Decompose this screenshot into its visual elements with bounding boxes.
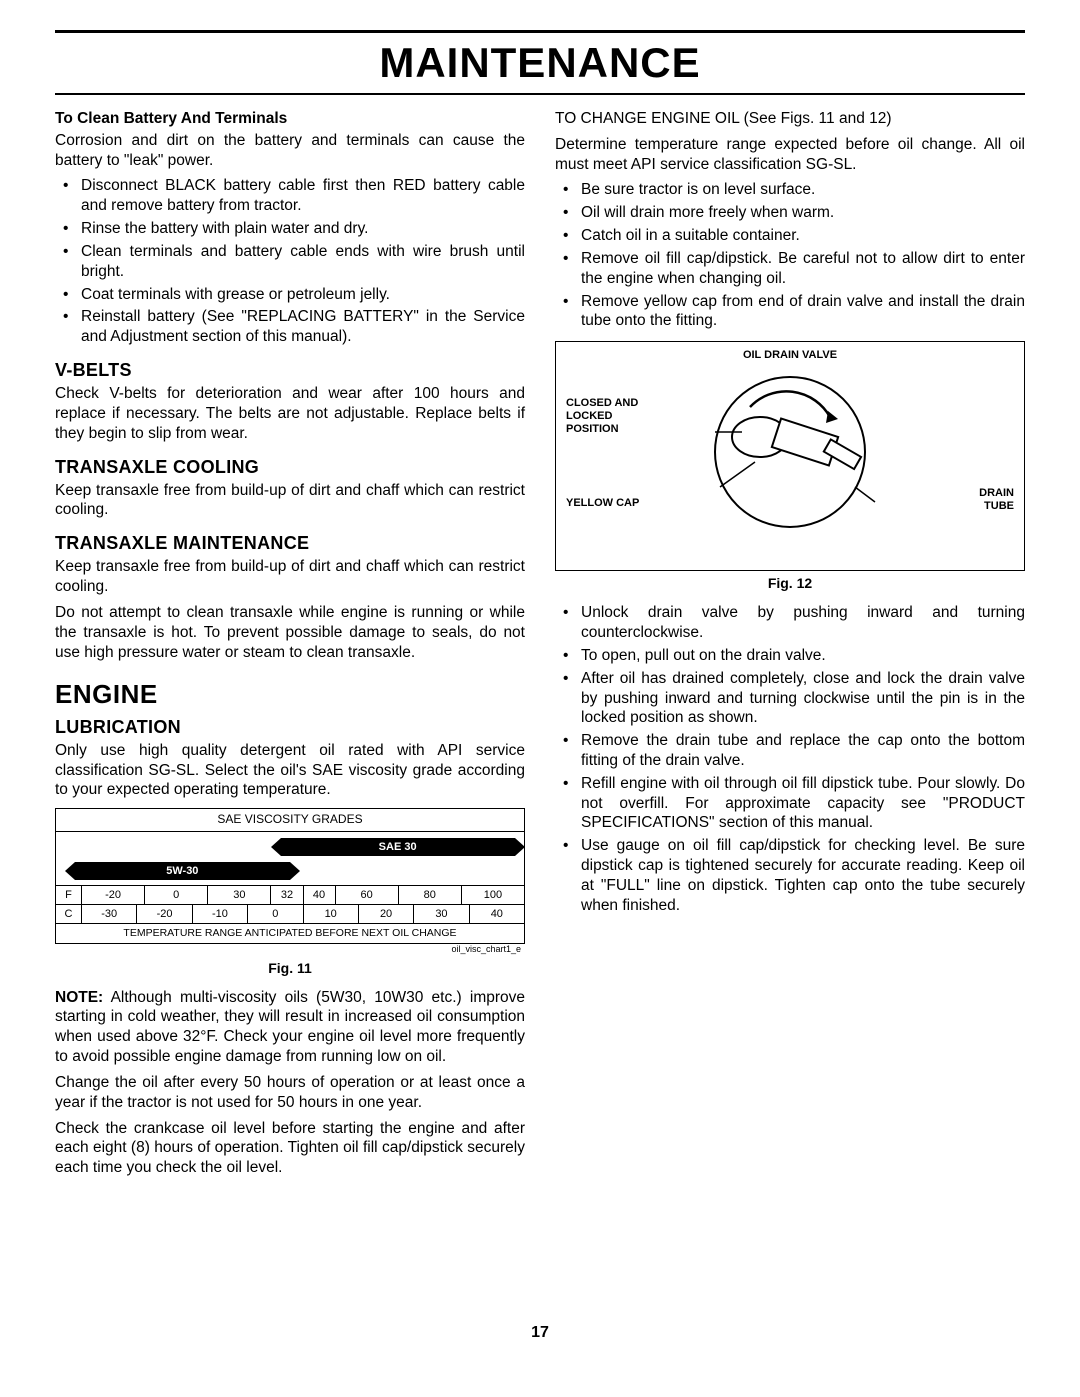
tick: 30 xyxy=(208,886,271,904)
lubrication-text: Only use high quality detergent oil rate… xyxy=(55,741,525,800)
cooling-text: Keep transaxle free from build-up of dir… xyxy=(55,481,525,521)
change-oil-intro: Determine temperature range expected bef… xyxy=(555,135,1025,175)
label-closed: CLOSED AND LOCKED POSITION xyxy=(566,397,651,435)
change-text: Change the oil after every 50 hours of o… xyxy=(55,1073,525,1113)
list-item: After oil has drained completely, close … xyxy=(555,669,1025,728)
drain-valve-icon xyxy=(680,367,900,537)
chart-band: SAE 30 5W-30 xyxy=(56,832,524,886)
list-item: Remove oil fill cap/dipstick. Be careful… xyxy=(555,249,1025,289)
tick: 30 xyxy=(414,905,469,923)
tick: 100 xyxy=(462,886,524,904)
maint-text-1: Keep transaxle free from build-up of dir… xyxy=(55,557,525,597)
tick: -20 xyxy=(137,905,192,923)
viscosity-chart: SAE VISCOSITY GRADES SAE 30 5W-30 F -20 … xyxy=(55,808,525,944)
chart-credit: oil_visc_chart1_e xyxy=(55,944,525,956)
tick: 40 xyxy=(304,886,336,904)
tick: 80 xyxy=(399,886,462,904)
cooling-heading: TRANSAXLE COOLING xyxy=(55,456,525,479)
list-item: Clean terminals and battery cable ends w… xyxy=(55,242,525,282)
unit-c: C xyxy=(56,905,82,923)
top-rule xyxy=(55,30,1025,33)
check-text: Check the crankcase oil level before sta… xyxy=(55,1119,525,1178)
chart-footer: TEMPERATURE RANGE ANTICIPATED BEFORE NEX… xyxy=(56,924,524,943)
tick: 60 xyxy=(336,886,399,904)
list-item: Catch oil in a suitable container. xyxy=(555,226,1025,246)
maint-text-2: Do not attempt to clean transaxle while … xyxy=(55,603,525,662)
fig12-title: OIL DRAIN VALVE xyxy=(556,342,1024,362)
list-item: Rinse the battery with plain water and d… xyxy=(55,219,525,239)
5w30-bar: 5W-30 xyxy=(75,862,290,880)
note-text: NOTE: Although multi-viscosity oils (5W3… xyxy=(55,988,525,1067)
under-rule xyxy=(55,93,1025,95)
maint-heading: TRANSAXLE MAINTENANCE xyxy=(55,532,525,555)
list-item: Remove yellow cap from end of drain valv… xyxy=(555,292,1025,332)
tick: 0 xyxy=(145,886,208,904)
list-item: Use gauge on oil fill cap/dipstick for c… xyxy=(555,836,1025,915)
oil-list-1: Be sure tractor is on level surface. Oil… xyxy=(555,180,1025,331)
fig12-box: OIL DRAIN VALVE CLOSED AND LOCKED POSITI… xyxy=(555,341,1025,571)
list-item: Remove the drain tube and replace the ca… xyxy=(555,731,1025,771)
left-column: To Clean Battery And Terminals Corrosion… xyxy=(55,109,525,1184)
list-item: Disconnect BLACK battery cable first the… xyxy=(55,176,525,216)
tick: 20 xyxy=(359,905,414,923)
vbelts-heading: V-BELTS xyxy=(55,359,525,382)
scale-f: F -20 0 30 32 40 60 80 100 xyxy=(56,886,524,905)
battery-list: Disconnect BLACK battery cable first the… xyxy=(55,176,525,347)
battery-intro: Corrosion and dirt on the battery and te… xyxy=(55,131,525,171)
oil-list-2: Unlock drain valve by pushing inward and… xyxy=(555,603,1025,915)
list-item: Coat terminals with grease or petroleum … xyxy=(55,285,525,305)
tick: 40 xyxy=(470,905,524,923)
list-item: Refill engine with oil through oil fill … xyxy=(555,774,1025,833)
tick: -20 xyxy=(82,886,145,904)
fig11-caption: Fig. 11 xyxy=(55,960,525,978)
label-drain-tube: DRAIN TUBE xyxy=(954,487,1014,512)
tick: -10 xyxy=(193,905,248,923)
page-number: 17 xyxy=(55,1324,1025,1342)
list-item: Oil will drain more freely when warm. xyxy=(555,203,1025,223)
engine-heading: ENGINE xyxy=(55,678,525,711)
list-item: Unlock drain valve by pushing inward and… xyxy=(555,603,1025,643)
tick: 0 xyxy=(248,905,303,923)
two-column-layout: To Clean Battery And Terminals Corrosion… xyxy=(55,109,1025,1184)
list-item: Reinstall battery (See "REPLACING BATTER… xyxy=(55,307,525,347)
battery-heading: To Clean Battery And Terminals xyxy=(55,109,525,129)
label-yellow-cap: YELLOW CAP xyxy=(566,497,639,510)
tick: 10 xyxy=(304,905,359,923)
list-item: Be sure tractor is on level surface. xyxy=(555,180,1025,200)
unit-f: F xyxy=(56,886,82,904)
list-item: To open, pull out on the drain valve. xyxy=(555,646,1025,666)
right-column: TO CHANGE ENGINE OIL (See Figs. 11 and 1… xyxy=(555,109,1025,1184)
fig12-caption: Fig. 12 xyxy=(555,575,1025,593)
page-title: MAINTENANCE xyxy=(55,37,1025,93)
chart-title: SAE VISCOSITY GRADES xyxy=(56,809,524,831)
tick: 32 xyxy=(271,886,303,904)
change-oil-heading: TO CHANGE ENGINE OIL (See Figs. 11 and 1… xyxy=(555,109,1025,129)
vbelts-text: Check V-belts for deterioration and wear… xyxy=(55,384,525,443)
lubrication-heading: LUBRICATION xyxy=(55,716,525,739)
tick: -30 xyxy=(82,905,137,923)
scale-c: C -30 -20 -10 0 10 20 30 40 xyxy=(56,905,524,924)
sae30-bar: SAE 30 xyxy=(281,838,515,856)
